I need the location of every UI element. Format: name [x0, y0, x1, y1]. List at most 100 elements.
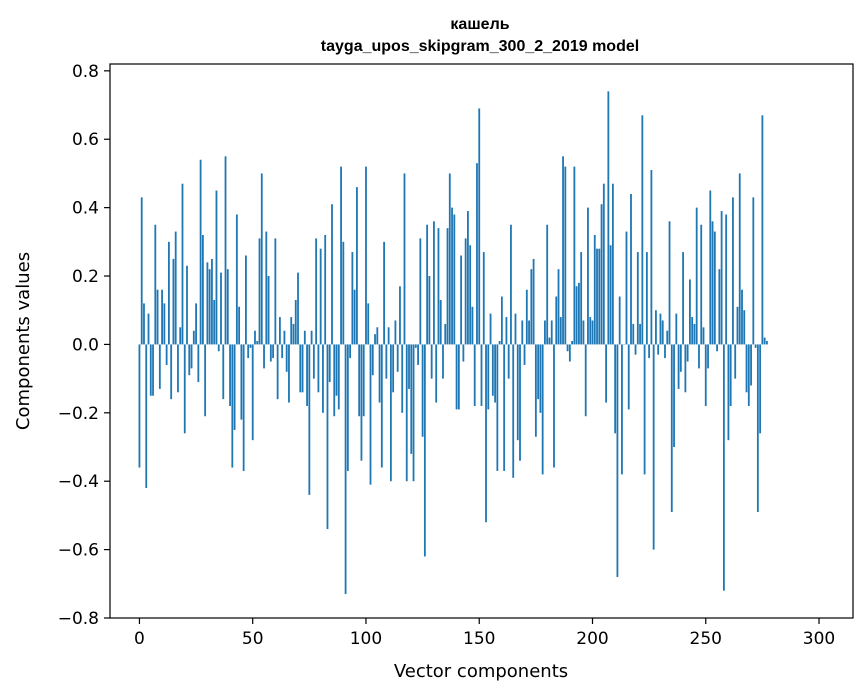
- bar-168: [519, 344, 521, 461]
- bar-219: [634, 344, 637, 355]
- bar-185: [557, 269, 560, 345]
- bar-67: [290, 317, 293, 345]
- bar-135: [444, 323, 447, 345]
- bar-43: [235, 214, 238, 345]
- bar-13: [167, 241, 170, 345]
- bar-258: [722, 344, 725, 591]
- bar-105: [376, 327, 379, 345]
- bar-112: [392, 344, 395, 393]
- bar-66: [288, 344, 290, 403]
- bar-209: [611, 183, 614, 345]
- bar-170: [523, 344, 526, 365]
- bar-89: [340, 166, 342, 345]
- bar-264: [736, 306, 739, 345]
- bar-189: [566, 344, 569, 352]
- bar-241: [684, 344, 687, 393]
- bar-211: [616, 344, 619, 577]
- bar-251: [707, 344, 709, 369]
- bar-125: [421, 344, 424, 437]
- bar-85: [331, 204, 333, 345]
- bar-71: [299, 344, 302, 393]
- bar-99: [362, 344, 365, 417]
- bar-157: [494, 344, 496, 403]
- bar-86: [333, 344, 336, 417]
- x-tick-label-0: 0: [134, 629, 145, 649]
- bar-34: [215, 190, 218, 345]
- y-tick-label-7: 0.6: [72, 130, 99, 150]
- bar-191: [571, 341, 574, 345]
- bar-2: [143, 303, 145, 345]
- bar-111: [389, 344, 392, 482]
- bar-254: [713, 231, 716, 345]
- bar-218: [632, 323, 635, 345]
- bar-110: [387, 327, 390, 345]
- bar-120: [410, 344, 413, 454]
- bar-163: [507, 344, 510, 379]
- bar-109: [385, 344, 388, 379]
- bar-276: [763, 337, 766, 345]
- bar-106: [378, 344, 381, 403]
- bar-167: [516, 344, 519, 441]
- bar-90: [342, 241, 345, 345]
- bar-48: [247, 344, 250, 359]
- bar-25: [195, 303, 197, 345]
- bar-255: [716, 344, 718, 352]
- bar-176: [537, 344, 540, 400]
- bar-80: [319, 248, 322, 345]
- bar-261: [729, 344, 732, 406]
- bar-17: [177, 344, 179, 393]
- bar-56: [265, 231, 268, 345]
- bar-172: [528, 320, 530, 345]
- bar-262: [732, 197, 734, 345]
- bar-213: [621, 344, 623, 475]
- bar-190: [568, 344, 571, 362]
- bar-216: [627, 344, 630, 410]
- bars-group: [138, 91, 768, 595]
- bar-121: [412, 344, 415, 482]
- bar-173: [530, 269, 533, 345]
- bar-140: [455, 344, 458, 410]
- bar-9: [158, 344, 161, 389]
- bar-270: [750, 344, 752, 386]
- bar-272: [754, 344, 757, 348]
- x-axis-label: Vector components: [394, 661, 568, 682]
- bar-60: [274, 238, 277, 345]
- bar-183: [553, 344, 555, 468]
- bar-65: [285, 344, 288, 372]
- bar-37: [222, 344, 225, 400]
- bar-227: [652, 344, 655, 550]
- bar-226: [650, 170, 653, 345]
- bar-179: [544, 320, 546, 345]
- bar-50: [251, 344, 254, 441]
- bar-123: [417, 344, 419, 365]
- bar-44: [238, 306, 241, 345]
- bar-236: [673, 344, 675, 448]
- chart-subtitle: tayga_upos_skipgram_300_2_2019 model: [321, 38, 639, 55]
- bar-26: [197, 344, 200, 383]
- bar-8: [156, 289, 159, 345]
- bar-187: [562, 156, 564, 345]
- bar-265: [738, 173, 741, 345]
- bar-79: [317, 344, 320, 393]
- bar-87: [335, 344, 338, 396]
- bar-75: [308, 344, 311, 495]
- bar-61: [276, 344, 279, 400]
- bar-0: [138, 344, 141, 468]
- bar-277: [766, 341, 768, 345]
- bar-20: [183, 344, 186, 434]
- bar-260: [727, 344, 730, 441]
- y-tick-label-2: −0.4: [58, 472, 99, 492]
- bar-58: [269, 344, 272, 362]
- bar-92: [346, 344, 349, 471]
- bar-148: [473, 344, 476, 406]
- bar-81: [322, 344, 324, 413]
- bar-127: [426, 224, 429, 345]
- bar-12: [165, 344, 168, 365]
- bar-10: [161, 289, 163, 345]
- bar-69: [294, 299, 297, 345]
- bar-243: [689, 279, 691, 345]
- bar-134: [442, 344, 444, 379]
- bar-30: [206, 262, 209, 345]
- bar-29: [204, 344, 207, 417]
